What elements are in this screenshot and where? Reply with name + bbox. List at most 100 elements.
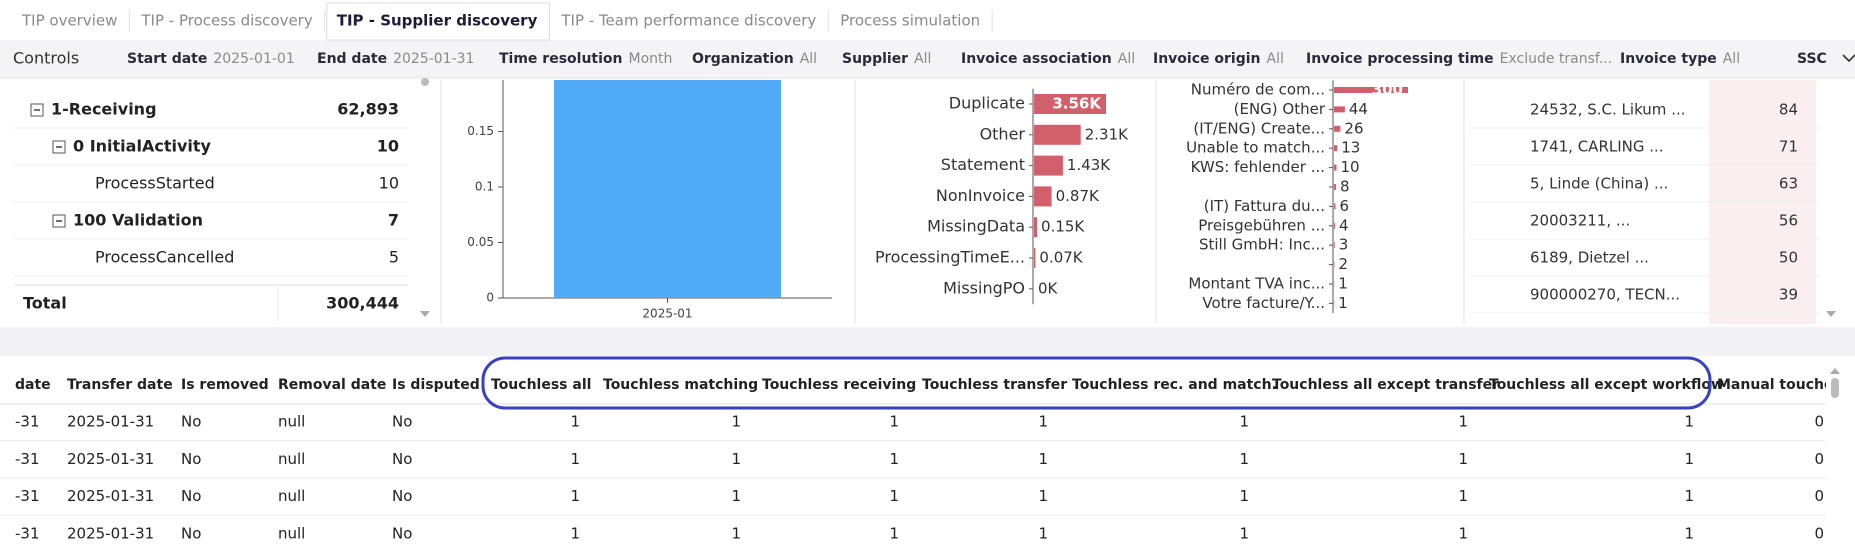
column-header[interactable]: Touchless matching	[603, 377, 758, 393]
cell: 1	[1684, 487, 1694, 505]
filter[interactable]: Invoice association All	[961, 51, 1135, 67]
cell: null	[278, 450, 305, 468]
column-header[interactable]: Removal date	[278, 377, 386, 393]
category-label: Votre facture/Y...	[1202, 294, 1325, 312]
value-label: 1	[1338, 294, 1348, 312]
bar	[1334, 242, 1335, 249]
cell: No	[392, 524, 412, 542]
tab-label: TIP overview	[21, 12, 117, 30]
y-tick-label: 0.15	[467, 124, 494, 138]
filter-label: End date	[317, 51, 387, 67]
filter[interactable]: End date 2025-01-31	[317, 51, 474, 67]
tab-label: TIP - Team performance discovery	[560, 12, 816, 30]
tab[interactable]: TIP - Team performance discovery	[551, 3, 829, 40]
filter-value: All	[800, 51, 817, 67]
filter[interactable]: Invoice origin All	[1153, 51, 1284, 67]
cell: null	[278, 487, 305, 505]
cell: 1	[1239, 524, 1249, 542]
expander[interactable]	[52, 140, 66, 154]
cell: 0	[1814, 450, 1824, 468]
tree-label: 0 InitialActivity	[73, 137, 212, 156]
tab[interactable]: TIP overview	[12, 3, 130, 40]
filter[interactable]: Invoice processing time Exclude transf...	[1306, 51, 1612, 67]
cell: 1	[1038, 524, 1048, 542]
scroll-thumb[interactable]	[421, 78, 429, 86]
cell: null	[278, 524, 305, 542]
filter[interactable]: Organization All	[692, 51, 817, 67]
column-header[interactable]: Is disputed	[392, 377, 480, 393]
filter[interactable]: Supplier All	[842, 51, 931, 67]
column-header[interactable]: Touchless transfer	[922, 377, 1067, 393]
supplier-value: 71	[1779, 138, 1798, 156]
cell: 0	[1814, 524, 1824, 542]
filter-value: All	[1118, 51, 1135, 67]
cell: 1	[570, 487, 580, 505]
cell: No	[181, 524, 201, 542]
cell: 1	[1684, 450, 1694, 468]
filter[interactable]: Time resolution Month	[499, 51, 672, 67]
filter-label: Invoice type	[1620, 51, 1717, 67]
column-header[interactable]: Touchless rec. and match.	[1072, 377, 1277, 393]
filter[interactable]: Start date 2025-01-01	[127, 51, 295, 67]
column-header[interactable]: date	[15, 377, 51, 393]
tree-label: 100 Validation	[73, 211, 203, 230]
tab[interactable]: Process simulation	[830, 3, 993, 40]
column-header[interactable]: Touchless all except transfer	[1272, 377, 1499, 393]
filter[interactable]: SSC na	[1797, 51, 1851, 67]
value-label: 26	[1344, 119, 1363, 137]
column-header[interactable]: Is removed	[181, 377, 269, 393]
cell: No	[181, 487, 201, 505]
bar	[1034, 94, 1106, 114]
cell: 1	[1038, 487, 1048, 505]
category-label: MissingPO	[943, 278, 1025, 297]
category-label: KWS: fehlender ...	[1191, 158, 1325, 176]
cell: -31	[15, 524, 40, 542]
supplier-name: 900000270, TECN...	[1530, 286, 1680, 304]
table-scroll-thumb[interactable]	[1831, 378, 1839, 398]
value-label: 10	[1340, 158, 1359, 176]
cell: 0	[1814, 413, 1824, 431]
value-label: 300	[1372, 81, 1403, 99]
filter-value: Exclude transf...	[1500, 51, 1613, 67]
cell: 2025-01-31	[67, 487, 154, 505]
filter-value: 2025-01-01	[213, 51, 294, 67]
scroll-arrow[interactable]	[1830, 368, 1840, 374]
column-header[interactable]: Touchless receiving	[762, 377, 916, 393]
filter-label: Invoice association	[961, 51, 1112, 67]
supplier-name: 20003211, ...	[1530, 212, 1630, 230]
panel-dividers	[440, 80, 1465, 324]
bar	[1034, 124, 1081, 145]
category-label: (IT) Fattura du...	[1204, 197, 1325, 215]
column-header[interactable]: Touchless all	[491, 377, 591, 393]
supplier-value: 56	[1779, 212, 1798, 230]
cell: No	[392, 487, 412, 505]
scroll-arrow[interactable]	[1826, 311, 1836, 317]
supplier-name: 5, Linde (China) ...	[1530, 175, 1668, 193]
cell: null	[278, 413, 305, 431]
tab[interactable]: TIP - Process discovery	[131, 3, 326, 40]
value-label: 1	[1338, 275, 1348, 293]
cell: 2025-01-31	[67, 524, 154, 542]
column-header[interactable]: Transfer date	[67, 377, 173, 393]
tab[interactable]: TIP - Supplier discovery	[326, 2, 550, 41]
column-header[interactable]: Touchless all except workflow	[1489, 377, 1724, 393]
category-label: Statement	[941, 155, 1025, 174]
bar	[1334, 145, 1338, 152]
controls-chevron[interactable]	[1842, 54, 1855, 63]
expander[interactable]	[30, 103, 44, 117]
bar	[1034, 217, 1038, 238]
filter-label: Invoice processing time	[1306, 51, 1494, 67]
scroll-arrow[interactable]	[420, 311, 430, 317]
category-label: (IT/ENG) Create...	[1193, 119, 1325, 137]
filter[interactable]: Invoice type All	[1620, 51, 1740, 67]
category-label: NonInvoice	[936, 186, 1025, 205]
expander[interactable]	[52, 214, 66, 228]
bar	[1334, 125, 1341, 132]
cell: 1	[731, 450, 741, 468]
column-header[interactable]: Manual touches	[1717, 377, 1842, 393]
total-value: 300,444	[326, 294, 399, 313]
chart: Numéro de com... 300 (ENG) Other 44 (IT/ENG)…	[1186, 80, 1408, 314]
cell: -31	[15, 450, 40, 468]
cell: 1	[1684, 524, 1694, 542]
